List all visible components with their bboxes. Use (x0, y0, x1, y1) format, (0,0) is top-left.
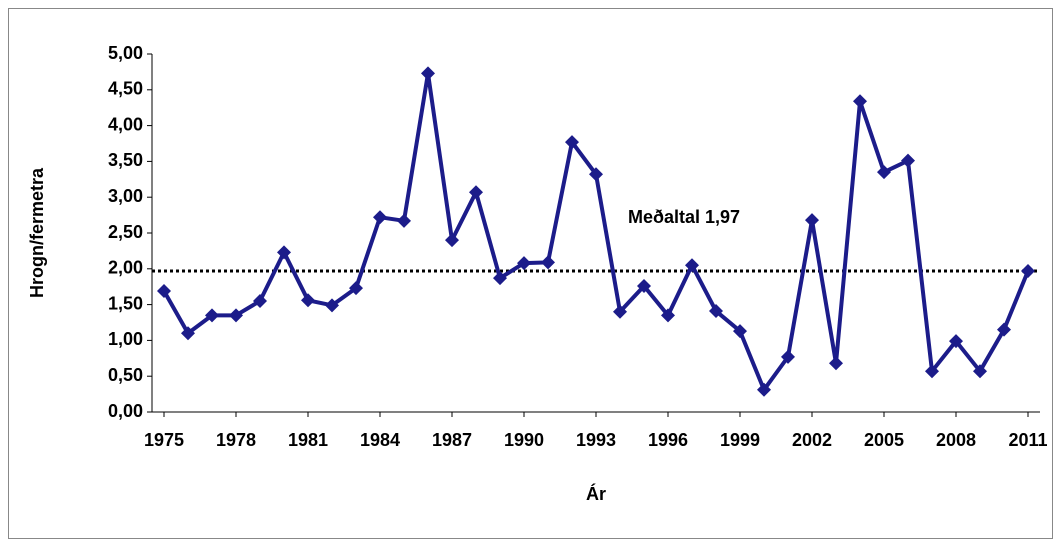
data-point (541, 255, 555, 270)
data-point (637, 278, 651, 293)
y-tick-label: 0,50 (108, 365, 143, 385)
data-point (373, 210, 387, 225)
data-point (949, 334, 963, 349)
data-point (181, 326, 195, 341)
data-point (301, 293, 315, 308)
data-line (162, 71, 1030, 392)
data-point (781, 349, 795, 364)
x-tick-label: 2011 (1008, 430, 1047, 450)
data-point (229, 308, 243, 323)
data-point (829, 356, 843, 371)
data-point (205, 308, 219, 323)
data-point (1021, 263, 1035, 278)
x-tick-label: 1993 (576, 430, 616, 450)
data-point (757, 382, 771, 397)
data-point (997, 322, 1011, 337)
x-tick-label: 1975 (144, 430, 184, 450)
data-point (877, 165, 891, 180)
x-tick-label: 1984 (360, 430, 400, 450)
data-point (277, 245, 291, 260)
data-point (421, 66, 435, 81)
x-tick-label: 1981 (288, 430, 328, 450)
y-tick-label: 2,00 (108, 258, 143, 278)
y-tick-label: 3,00 (108, 186, 143, 206)
y-tick-label: 3,50 (108, 150, 143, 170)
y-tick-label: 1,50 (108, 293, 143, 313)
chart-frame (8, 8, 1053, 539)
y-axis-label: Hrogn/fermetra (27, 167, 47, 298)
data-point (901, 153, 915, 168)
data-point (589, 167, 603, 182)
data-point (565, 135, 579, 150)
data-point (157, 283, 171, 298)
data-point (733, 324, 747, 339)
x-tick-label: 2002 (792, 430, 832, 450)
data-point (805, 213, 819, 228)
y-tick-label: 0,00 (108, 401, 143, 421)
data-point (973, 364, 987, 379)
x-tick-label: 1978 (216, 430, 256, 450)
data-point (517, 256, 531, 271)
data-point (253, 294, 267, 309)
x-tick-label: 2008 (936, 430, 976, 450)
data-point (397, 213, 411, 228)
x-tick-label: 1999 (720, 430, 760, 450)
x-tick-label: 1987 (432, 430, 472, 450)
data-point (325, 298, 339, 313)
y-tick-label: 2,50 (108, 222, 143, 242)
y-tick-label: 5,00 (108, 43, 143, 63)
x-axis-label: Ár (586, 483, 606, 504)
data-point (685, 258, 699, 273)
data-point (493, 271, 507, 286)
data-point (853, 94, 867, 109)
y-tick-label: 4,00 (108, 114, 143, 134)
data-point (709, 304, 723, 319)
data-point (349, 281, 363, 296)
data-point (469, 185, 483, 200)
x-tick-label: 1990 (504, 430, 544, 450)
mean-label: Meðaltal 1,97 (628, 207, 740, 227)
data-point (445, 233, 459, 248)
x-tick-label: 1996 (648, 430, 688, 450)
x-tick-label: 2005 (864, 430, 904, 450)
data-point (613, 304, 627, 319)
data-point (925, 364, 939, 379)
y-tick-label: 4,50 (108, 79, 143, 99)
y-tick-label: 1,00 (108, 329, 143, 349)
data-point (661, 308, 675, 323)
